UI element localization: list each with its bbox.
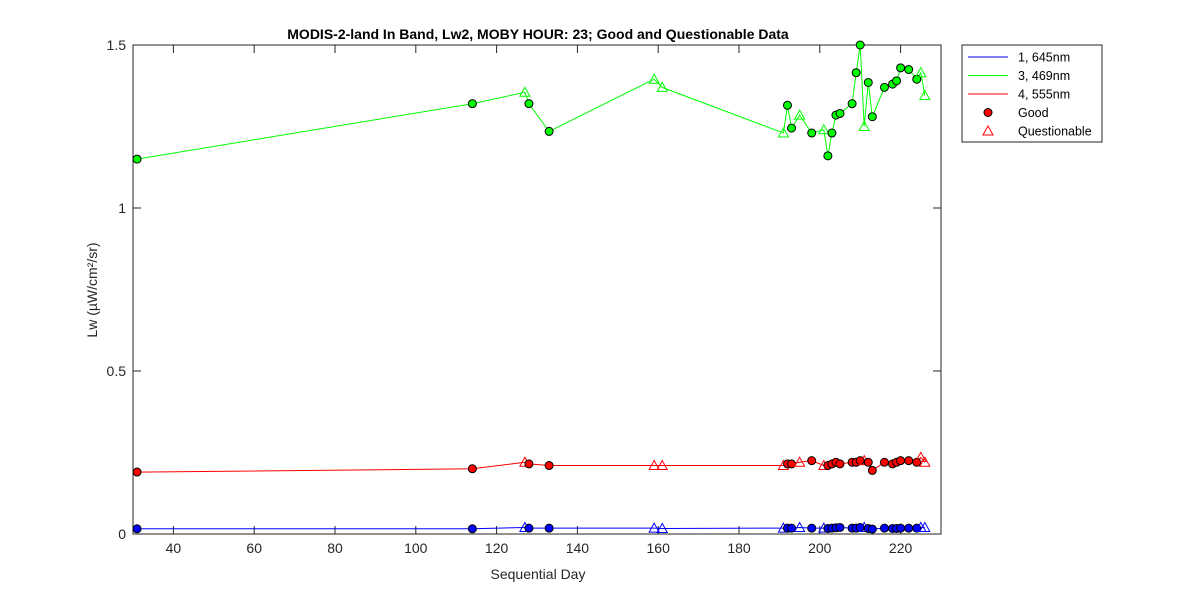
- data-point-good: [892, 76, 902, 86]
- x-tick-label: 40: [166, 540, 182, 556]
- data-point-good: [912, 457, 922, 467]
- x-tick-label: 140: [566, 540, 590, 556]
- data-point-good: [524, 523, 534, 533]
- data-point-good: [867, 524, 877, 534]
- data-point-questionable: [793, 109, 806, 120]
- data-point-questionable: [918, 89, 931, 101]
- data-point-questionable: [656, 522, 669, 533]
- x-tick-label: 180: [727, 540, 751, 556]
- y-tick-label: 1.5: [107, 37, 127, 53]
- x-tick-label: 100: [404, 540, 428, 556]
- data-point-good: [782, 100, 792, 110]
- data-point-good: [807, 456, 817, 466]
- data-point-questionable: [817, 123, 830, 135]
- data-point-good: [879, 457, 889, 467]
- data-point-good: [867, 465, 877, 475]
- data-point-questionable: [656, 81, 669, 92]
- data-point-good: [863, 457, 873, 467]
- data-point-good: [132, 524, 142, 534]
- data-point-good: [132, 154, 142, 164]
- data-point-questionable: [793, 456, 806, 467]
- data-point-good: [807, 128, 817, 138]
- plot-frame: [132, 44, 942, 535]
- legend-swatch-circle: [983, 108, 993, 117]
- data-point-questionable: [519, 86, 531, 97]
- x-tick-label: 160: [647, 540, 671, 556]
- data-point-good: [827, 128, 837, 138]
- data-point-questionable: [918, 456, 931, 467]
- data-point-good: [855, 40, 865, 50]
- data-point-good: [467, 464, 477, 474]
- data-point-good: [544, 126, 554, 136]
- legend-swatch-triangle: [982, 124, 994, 136]
- data-point-good: [544, 461, 554, 471]
- data-point-good: [807, 523, 817, 533]
- data-point-questionable: [648, 459, 661, 471]
- data-point-good: [787, 123, 797, 133]
- x-tick-label: 200: [808, 540, 832, 556]
- plot-area: 40 60 80 100 120 140 160 180 200 220 0 0.5 1 1.5: [107, 37, 942, 556]
- data-point-good: [524, 99, 534, 109]
- x-tick-label: 80: [327, 540, 343, 556]
- data-point-questionable: [793, 521, 806, 532]
- data-point-good: [835, 459, 845, 469]
- data-point-good: [823, 151, 833, 161]
- data-point-good: [867, 112, 877, 122]
- data-point-good: [879, 82, 889, 92]
- data-point-good: [896, 456, 906, 466]
- y-tick-label: 1: [118, 200, 126, 216]
- data-point-good: [896, 523, 906, 533]
- data-point-good: [787, 523, 797, 533]
- data-point-questionable: [918, 521, 931, 532]
- legend: 1, 645nm 3, 469nm 4, 555nm Good Questionable: [961, 44, 1103, 143]
- data-point-good: [863, 77, 873, 87]
- data-point-questionable: [656, 459, 669, 471]
- data-point-good: [467, 524, 477, 534]
- data-point-questionable: [914, 66, 927, 78]
- x-tick-label: 220: [889, 540, 913, 556]
- data-point-good: [835, 108, 845, 118]
- data-point-good: [896, 63, 906, 73]
- legend-item-label: 4, 555nm: [1018, 88, 1070, 102]
- data-point-good: [904, 64, 914, 74]
- data-point-good: [904, 456, 914, 466]
- data-point-good: [904, 523, 914, 533]
- x-tick-label: 120: [485, 540, 509, 556]
- data-point-good: [132, 467, 142, 477]
- legend-item-label: 3, 469nm: [1018, 69, 1070, 83]
- data-point-questionable: [648, 522, 661, 533]
- x-axis-label: Sequential Day: [491, 566, 586, 582]
- data-point-questionable: [777, 126, 790, 138]
- y-tick-label: 0: [118, 526, 126, 542]
- data-point-questionable: [858, 120, 871, 131]
- data-point-questionable: [914, 451, 927, 462]
- data-point-good: [879, 523, 889, 533]
- legend-item-label: Questionable: [1018, 125, 1092, 139]
- chart-title: MODIS-2-land In Band, Lw2, MOBY HOUR: 23…: [287, 26, 789, 42]
- data-point-good: [835, 522, 845, 532]
- y-tick-label: 0.5: [107, 363, 127, 379]
- legend-item-label: 1, 645nm: [1018, 51, 1070, 65]
- x-tick-label: 60: [246, 540, 262, 556]
- data-point-good: [524, 459, 534, 469]
- data-point-good: [544, 523, 554, 533]
- data-point-good: [851, 68, 861, 78]
- data-point-good: [847, 99, 857, 109]
- data-point-good: [467, 99, 477, 109]
- data-point-questionable: [648, 73, 661, 84]
- y-axis-label: Lw (µW/cm²/sr): [84, 242, 100, 337]
- legend-item-label: Good: [1018, 106, 1049, 120]
